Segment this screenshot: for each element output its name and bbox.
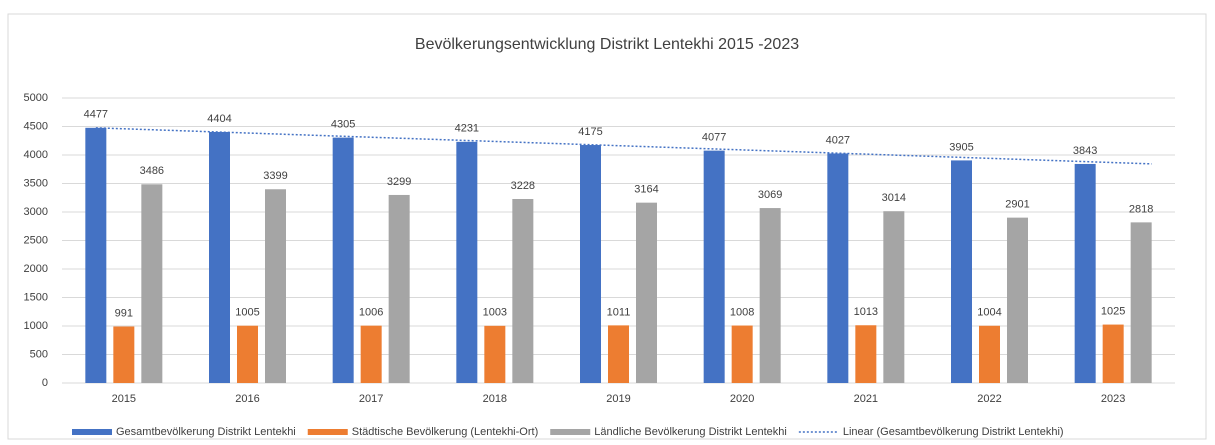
y-tick-label: 2500 <box>24 234 48 246</box>
x-tick-label: 2021 <box>854 393 878 405</box>
bar <box>512 199 534 383</box>
bar <box>636 202 657 383</box>
data-label: 2818 <box>1129 203 1153 215</box>
bar <box>85 127 107 383</box>
bar <box>456 141 478 383</box>
data-label: 1008 <box>730 306 754 318</box>
legend-label: Ländliche Bevölkerung Distrikt Lentekhi <box>594 426 787 438</box>
bar <box>1102 324 1124 383</box>
x-tick-label: 2022 <box>977 393 1001 405</box>
bar <box>1007 217 1028 383</box>
bar <box>827 153 849 383</box>
data-label: 3905 <box>949 141 973 153</box>
data-label: 3069 <box>758 189 782 201</box>
legend-label: Städtische Bevölkerung (Lentekhi-Ort) <box>352 426 538 438</box>
bar <box>332 137 354 383</box>
bar <box>484 325 506 383</box>
y-tick-label: 500 <box>30 348 48 360</box>
data-label: 1003 <box>483 307 507 319</box>
data-label: 4027 <box>826 134 850 146</box>
y-tick-label: 2000 <box>24 263 48 275</box>
data-label: 3299 <box>387 176 411 188</box>
data-label: 1013 <box>854 306 878 318</box>
bar <box>360 325 382 383</box>
data-label: 4231 <box>455 123 479 135</box>
data-label: 3014 <box>882 192 906 204</box>
data-label: 4175 <box>578 126 602 138</box>
bar <box>883 211 905 383</box>
bar <box>209 131 230 383</box>
legend-label: Linear (Gesamtbevölkerung Distrikt Lente… <box>843 426 1064 438</box>
x-tick-label: 2018 <box>483 393 507 405</box>
data-label: 3399 <box>263 170 287 182</box>
data-label: 1005 <box>235 307 259 319</box>
bar <box>979 325 1000 383</box>
legend-label: Gesamtbevölkerung Distrikt Lentekhi <box>116 426 296 438</box>
data-label: 3164 <box>634 184 658 196</box>
data-label: 1006 <box>359 307 383 319</box>
bar <box>113 326 135 383</box>
bar <box>855 325 877 383</box>
bar <box>141 184 163 383</box>
y-tick-label: 1500 <box>24 291 48 303</box>
y-tick-label: 4500 <box>24 120 48 132</box>
legend-swatch <box>550 429 591 435</box>
data-label: 4477 <box>84 109 108 121</box>
x-tick-label: 2017 <box>359 393 383 405</box>
data-label: 1011 <box>607 306 631 318</box>
data-label: 3486 <box>140 165 164 177</box>
x-tick-label: 2015 <box>112 393 136 405</box>
bar <box>608 325 629 383</box>
data-label: 3843 <box>1073 145 1097 157</box>
y-tick-label: 4000 <box>24 149 48 161</box>
data-label: 3228 <box>511 180 535 192</box>
data-label: 991 <box>115 307 133 319</box>
legend-swatch <box>307 429 348 435</box>
y-tick-label: 5000 <box>24 92 48 104</box>
y-tick-label: 3500 <box>24 177 48 189</box>
bar <box>388 194 410 383</box>
x-tick-label: 2023 <box>1101 393 1125 405</box>
data-label: 4305 <box>331 119 355 131</box>
data-label: 1025 <box>1101 305 1125 317</box>
chart-title: Bevölkerungsentwicklung Distrikt Lentekh… <box>415 36 799 53</box>
bar <box>951 160 972 383</box>
chart-border <box>7 13 1207 440</box>
data-label: 4404 <box>207 113 231 125</box>
bar <box>1074 163 1096 383</box>
bar <box>731 325 753 383</box>
bar <box>1130 222 1152 383</box>
bar <box>237 325 258 383</box>
y-tick-label: 1000 <box>24 320 48 332</box>
trendline <box>95 127 1152 165</box>
x-tick-label: 2020 <box>730 393 754 405</box>
bar <box>580 145 601 383</box>
bar <box>703 150 725 383</box>
bar <box>265 189 286 383</box>
x-tick-label: 2019 <box>606 393 630 405</box>
y-tick-label: 0 <box>42 377 48 389</box>
bar <box>759 208 781 383</box>
data-label: 2901 <box>1005 199 1029 211</box>
data-label: 4077 <box>702 132 726 144</box>
x-tick-label: 2016 <box>235 393 259 405</box>
legend-swatch <box>72 429 112 435</box>
data-label: 1004 <box>977 307 1001 319</box>
y-tick-label: 3000 <box>24 206 48 218</box>
